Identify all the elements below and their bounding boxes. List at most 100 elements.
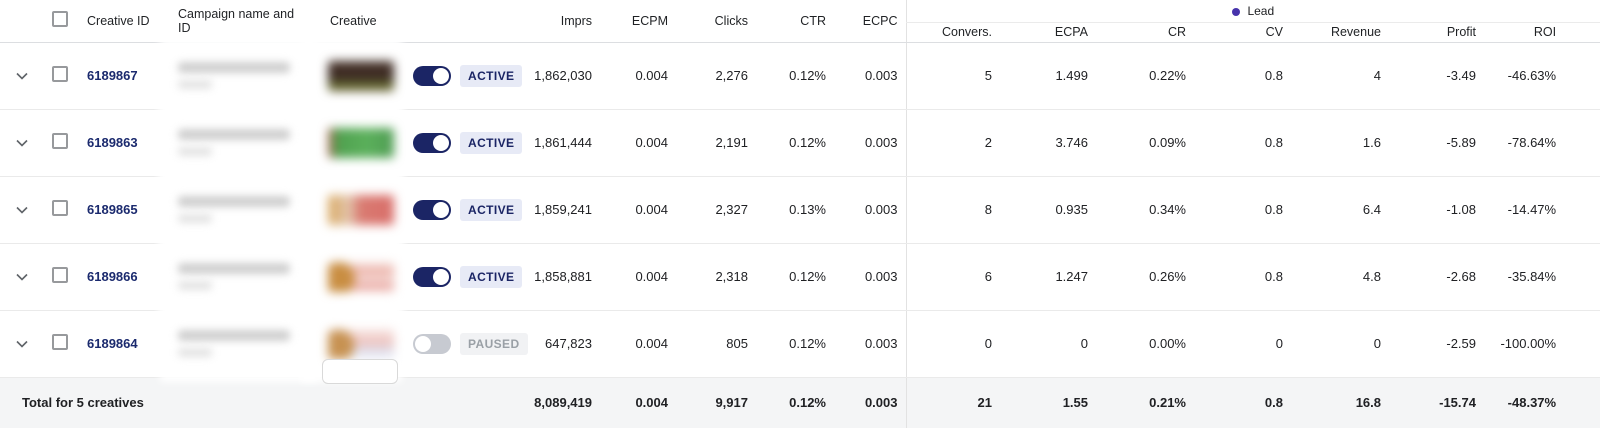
- row-checkbox[interactable]: [52, 133, 68, 149]
- creative-thumbnail[interactable]: [328, 194, 394, 225]
- column-header-ecpa[interactable]: ECPA: [1000, 22, 1096, 43]
- column-header-profit[interactable]: Profit: [1389, 22, 1484, 43]
- ctr-value: 0.12%: [756, 310, 834, 378]
- clicks-value: 2,191: [676, 109, 756, 177]
- chevron-down-icon[interactable]: [12, 135, 32, 151]
- column-header-ecpc[interactable]: ECPC: [834, 0, 906, 43]
- column-header-campaign[interactable]: Campaign name and ID: [170, 0, 310, 43]
- creative-id-link[interactable]: 6189867: [87, 68, 138, 83]
- creative-thumbnail[interactable]: [328, 60, 394, 91]
- cv-value: 0.8: [1194, 109, 1291, 177]
- campaign-name-blurred: [170, 176, 310, 244]
- cr-value: 0.22%: [1096, 42, 1194, 110]
- row-checkbox[interactable]: [52, 200, 68, 216]
- status-badge: ACTIVE: [460, 198, 523, 221]
- cv-value: 0.8: [1194, 42, 1291, 110]
- ecpa-value: 0.935: [1000, 176, 1096, 244]
- profit-value: -5.89: [1389, 109, 1484, 177]
- table-row: 6189864 PAUSED 647,823 0.004 805 0.12% 0…: [0, 310, 1600, 378]
- select-all-checkbox[interactable]: [52, 11, 68, 28]
- chevron-down-icon[interactable]: [12, 269, 32, 285]
- ecpc-value: 0.003: [834, 243, 906, 311]
- total-ctr: 0.12%: [756, 376, 834, 428]
- chevron-down-icon[interactable]: [12, 202, 32, 218]
- status-toggle[interactable]: [413, 132, 451, 153]
- ecpc-value: 0.003: [834, 109, 906, 177]
- ctr-value: 0.12%: [756, 243, 834, 311]
- column-header-roi[interactable]: ROI: [1484, 22, 1600, 43]
- cv-value: 0: [1194, 310, 1291, 378]
- revenue-value: 6.4: [1291, 176, 1389, 244]
- column-header-ecpm[interactable]: ECPM: [600, 0, 676, 43]
- ctr-value: 0.12%: [756, 42, 834, 110]
- row-checkbox[interactable]: [52, 267, 68, 283]
- cr-value: 0.34%: [1096, 176, 1194, 244]
- ecpm-value: 0.004: [600, 176, 676, 244]
- column-header-creative[interactable]: Creative: [310, 0, 394, 43]
- column-header-ctr[interactable]: CTR: [756, 0, 834, 43]
- ctr-value: 0.13%: [756, 176, 834, 244]
- creative-thumbnail[interactable]: [328, 261, 394, 292]
- creative-id-link[interactable]: 6189865: [87, 202, 138, 217]
- total-roi: -48.37%: [1484, 376, 1600, 428]
- creative-id-link[interactable]: 6189866: [87, 269, 138, 284]
- ecpm-value: 0.004: [600, 243, 676, 311]
- lead-dot-icon: [1232, 7, 1241, 16]
- roi-value: -100.00%: [1484, 310, 1600, 378]
- chevron-down-icon[interactable]: [12, 336, 32, 352]
- creative-id-link[interactable]: 6189864: [87, 336, 138, 351]
- total-clicks: 9,917: [676, 376, 756, 428]
- clicks-value: 2,318: [676, 243, 756, 311]
- cv-value: 0.8: [1194, 176, 1291, 244]
- total-ecpm: 0.004: [600, 376, 676, 428]
- total-ecpa: 1.55: [1000, 376, 1096, 428]
- status-badge: ACTIVE: [460, 131, 523, 154]
- chevron-down-icon[interactable]: [12, 68, 32, 84]
- creative-thumbnail[interactable]: [328, 328, 394, 359]
- ecpc-value: 0.003: [834, 310, 906, 378]
- total-cr: 0.21%: [1096, 376, 1194, 428]
- column-header-clicks[interactable]: Clicks: [676, 0, 756, 43]
- column-header-cr[interactable]: CR: [1096, 22, 1194, 43]
- revenue-value: 0: [1291, 310, 1389, 378]
- status-toggle[interactable]: [413, 333, 451, 354]
- column-header-cv[interactable]: CV: [1194, 22, 1291, 43]
- revenue-value: 4.8: [1291, 243, 1389, 311]
- creative-thumbnail-cell: [310, 243, 394, 311]
- roi-value: -14.47%: [1484, 176, 1600, 244]
- status-toggle[interactable]: [413, 199, 451, 220]
- ecpa-value: 1.499: [1000, 42, 1096, 110]
- column-header-revenue[interactable]: Revenue: [1291, 22, 1389, 43]
- column-header-creative-id[interactable]: Creative ID: [78, 0, 170, 43]
- ctr-value: 0.12%: [756, 109, 834, 177]
- imprs-value: 1,858,881: [512, 243, 600, 311]
- total-row: Total for 5 creatives 8,089,419 0.004 9,…: [0, 376, 1600, 428]
- ecpa-value: 3.746: [1000, 109, 1096, 177]
- total-ecpc: 0.003: [834, 376, 906, 428]
- lead-group-label: Lead: [1247, 3, 1275, 18]
- cr-value: 0.26%: [1096, 243, 1194, 311]
- column-header-convers[interactable]: Convers.: [905, 22, 1000, 43]
- header-select-all-cell: [44, 0, 78, 43]
- status-toggle[interactable]: [413, 65, 451, 86]
- table-row: 6189866 ACTIVE 1,858,881 0.004 2,318 0.1…: [0, 243, 1600, 311]
- total-profit: -15.74: [1389, 376, 1484, 428]
- roi-value: -35.84%: [1484, 243, 1600, 311]
- status-toggle[interactable]: [413, 266, 451, 287]
- status-badge: ACTIVE: [460, 265, 523, 288]
- creative-thumbnail[interactable]: [328, 127, 394, 158]
- imprs-value: 1,861,444: [512, 109, 600, 177]
- cv-value: 0.8: [1194, 243, 1291, 311]
- profit-value: -3.49: [1389, 42, 1484, 110]
- column-header-imprs[interactable]: Imprs: [512, 0, 600, 43]
- header-expander-spacer: [0, 0, 44, 43]
- creative-thumbnail-cell: [310, 109, 394, 177]
- revenue-value: 1.6: [1291, 109, 1389, 177]
- row-checkbox[interactable]: [52, 334, 68, 350]
- profit-value: -2.59: [1389, 310, 1484, 378]
- row-checkbox[interactable]: [52, 66, 68, 82]
- creative-id-link[interactable]: 6189863: [87, 135, 138, 150]
- imprs-value: 1,862,030: [512, 42, 600, 110]
- roi-value: -46.63%: [1484, 42, 1600, 110]
